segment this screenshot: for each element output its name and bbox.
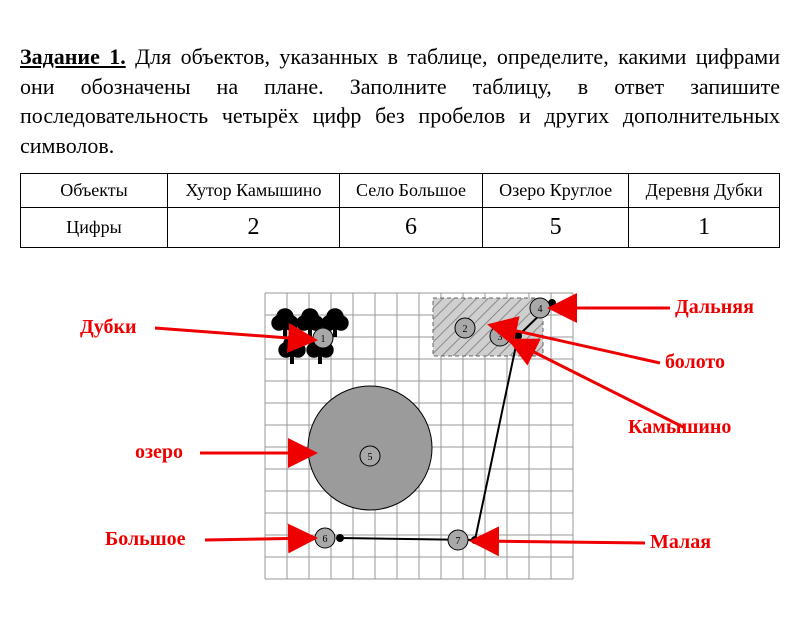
task-text: Задание 1. Для объектов, указанных в таб… bbox=[20, 42, 780, 161]
svg-text:3: 3 bbox=[498, 332, 503, 343]
task-lead: Задание 1. bbox=[20, 44, 126, 69]
svg-text:5: 5 bbox=[368, 452, 373, 463]
digit-cell: 5 bbox=[482, 207, 628, 247]
objects-table: Объекты Хутор Камышино Село Большое Озер… bbox=[20, 173, 780, 248]
col-header: Озеро Круглое bbox=[482, 173, 628, 207]
diagram-label: Малая bbox=[650, 531, 711, 554]
diagram-label: Дубки bbox=[80, 316, 137, 339]
digit-cell: 2 bbox=[168, 207, 340, 247]
diagram-label: Дальняя bbox=[675, 296, 754, 319]
row-header-objects: Объекты bbox=[21, 173, 168, 207]
row-header-digits: Цифры bbox=[21, 207, 168, 247]
task-rest: Для объектов, указанных в таблице, опред… bbox=[20, 44, 780, 158]
col-header: Село Большое bbox=[340, 173, 483, 207]
plan-diagram: 1 2 3 4 5 6 7 Дубки озеро Большое Дальняя болото Ка… bbox=[20, 268, 780, 608]
svg-text:2: 2 bbox=[463, 324, 468, 335]
svg-text:1: 1 bbox=[321, 334, 326, 345]
svg-text:7: 7 bbox=[456, 536, 461, 547]
col-header: Хутор Камышино bbox=[168, 173, 340, 207]
col-header: Деревня Дубки bbox=[629, 173, 780, 207]
diagram-label: Большое bbox=[105, 528, 186, 551]
svg-text:4: 4 bbox=[538, 304, 543, 315]
table-row: Цифры 2 6 5 1 bbox=[21, 207, 780, 247]
svg-text:6: 6 bbox=[323, 534, 328, 545]
digit-cell: 1 bbox=[629, 207, 780, 247]
table-row: Объекты Хутор Камышино Село Большое Озер… bbox=[21, 173, 780, 207]
diagram-label: Камышино bbox=[628, 416, 731, 439]
diagram-label: болото bbox=[665, 351, 725, 374]
digit-cell: 6 bbox=[340, 207, 483, 247]
diagram-label: озеро bbox=[135, 441, 183, 464]
